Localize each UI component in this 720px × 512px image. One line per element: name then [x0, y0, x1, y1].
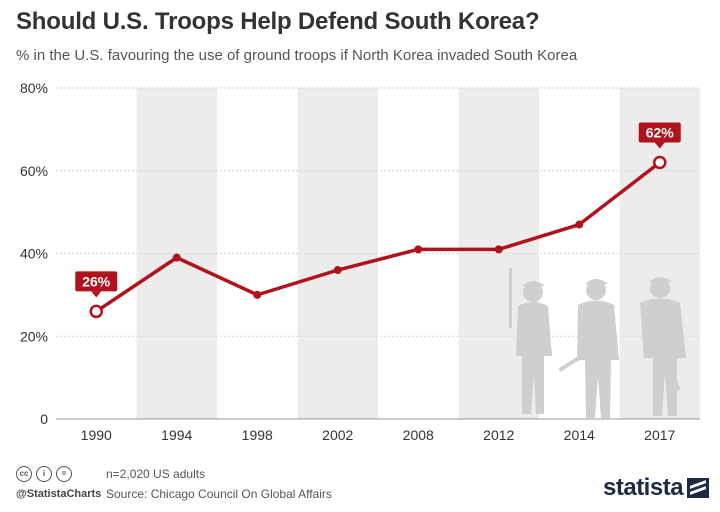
statista-logo: statista: [603, 474, 710, 501]
x-tick-label: 1990: [81, 427, 112, 443]
x-tick-label: 1994: [161, 427, 192, 443]
y-tick-label: 40%: [20, 246, 48, 262]
data-label: 62%: [646, 124, 675, 140]
data-labels: 26% 62%: [75, 122, 681, 298]
data-label-pointer: [91, 291, 102, 298]
data-point: [253, 290, 262, 299]
data-point: [575, 220, 584, 229]
x-tick-label: 2012: [483, 427, 514, 443]
soldiers-silhouette-icon: [509, 268, 686, 418]
x-tick-label: 2014: [564, 427, 595, 443]
cc-icon: cc: [16, 466, 32, 482]
data-point: [172, 253, 181, 262]
chart-title: Should U.S. Troops Help Defend South Kor…: [16, 8, 540, 35]
statista-handle: @StatistaCharts: [16, 488, 102, 500]
y-tick-label: 0: [40, 411, 48, 427]
statista-logo-icon: [687, 478, 710, 498]
license-icons: cc i =: [16, 466, 72, 482]
data-point: [414, 245, 423, 254]
data-label-pointer: [654, 142, 665, 149]
series-line: [95, 161, 661, 313]
sample-note: n=2,020 US adults: [106, 467, 206, 481]
statista-logo-text: statista: [603, 474, 684, 501]
x-tick-label: 2017: [644, 427, 675, 443]
y-tick-label: 20%: [20, 328, 48, 344]
x-tick-label: 2002: [322, 427, 353, 443]
data-label-box: [75, 271, 118, 292]
x-axis-ticks: 1990 1994 1998 2002 2008 2012 2014 2017: [81, 427, 676, 443]
y-axis-ticks: 0 20% 40% 60% 80%: [20, 80, 48, 427]
y-tick-label: 80%: [20, 80, 48, 96]
x-tick-label: 2008: [403, 427, 434, 443]
data-label-box: [638, 122, 681, 143]
source-note: Source: Chicago Council On Global Affair…: [106, 487, 332, 501]
data-points: [89, 155, 667, 319]
data-label: 26%: [82, 273, 111, 289]
chart-subtitle: % in the U.S. favouring the use of groun…: [16, 47, 578, 64]
by-icon: i: [36, 466, 52, 482]
data-point: [494, 245, 503, 254]
x-tick-label: 1998: [242, 427, 273, 443]
series-line-path: [95, 161, 661, 313]
y-tick-label: 60%: [20, 163, 48, 179]
nd-icon: =: [56, 466, 72, 482]
data-point-highlight: [89, 304, 103, 319]
data-point: [333, 266, 342, 275]
data-point-highlight: [653, 155, 667, 170]
